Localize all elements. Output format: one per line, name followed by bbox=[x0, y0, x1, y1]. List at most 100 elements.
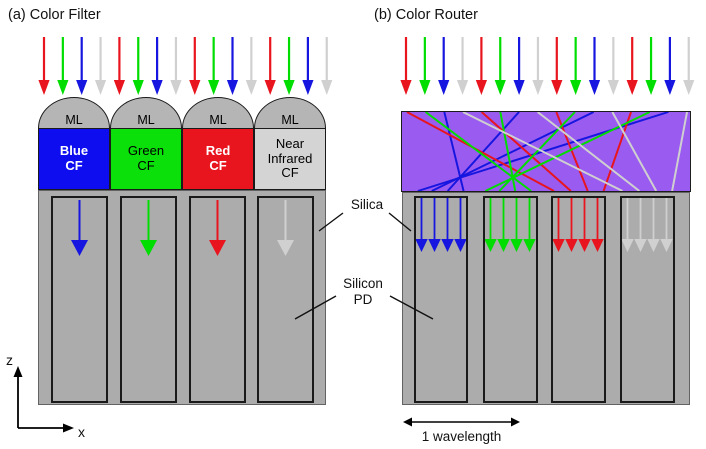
gray-light-arrow-head bbox=[94, 80, 107, 95]
pd-arrow-canvas bbox=[416, 198, 466, 252]
gray-ray bbox=[611, 112, 658, 191]
pd-arrow-canvas bbox=[209, 200, 226, 256]
red-routed-arrow-head bbox=[578, 239, 591, 252]
green-light-arrow-head bbox=[570, 80, 582, 95]
gray-light-arrow-head bbox=[607, 80, 619, 95]
red-light-arrow-head bbox=[189, 80, 201, 95]
gray-light-arrow-head bbox=[456, 80, 469, 95]
ml-label: ML bbox=[209, 112, 227, 127]
gray-ray bbox=[671, 112, 688, 191]
x-axis-arrowhead bbox=[63, 423, 74, 433]
silicon-pd-label: Silicon PD bbox=[343, 276, 383, 307]
gray-filtered-arrow-head bbox=[277, 240, 294, 256]
pd-arrow-canvas bbox=[140, 200, 157, 256]
red-light-arrow-head bbox=[113, 80, 125, 95]
green-light-arrow-head bbox=[494, 80, 506, 95]
silica-label: Silica bbox=[350, 197, 384, 212]
green-light-arrow-head bbox=[645, 80, 657, 95]
color-router-layer bbox=[401, 111, 691, 192]
photodiode-left-2 bbox=[120, 196, 177, 403]
ml-label: ML bbox=[65, 112, 83, 127]
pd-arrow-canvas bbox=[622, 198, 673, 252]
red-ray bbox=[602, 112, 632, 191]
gray-routed-arrow-head bbox=[647, 239, 660, 252]
ml-label: ML bbox=[281, 112, 299, 127]
photodiode-left-3 bbox=[189, 196, 246, 403]
gray-light-arrow-head bbox=[321, 80, 333, 95]
gray-routed-arrow-head bbox=[634, 239, 647, 252]
blue-light-arrow-head bbox=[151, 80, 163, 95]
incident-light-arrows-left bbox=[38, 37, 333, 95]
green-ray bbox=[425, 112, 532, 191]
red-light-arrow-head bbox=[400, 80, 412, 95]
gray-light-arrow-head bbox=[532, 80, 544, 95]
red-ray bbox=[555, 112, 589, 191]
red-ray bbox=[406, 112, 555, 191]
wavelength-scale-arrow bbox=[403, 417, 520, 427]
red-light-arrow-head bbox=[264, 80, 276, 95]
z-axis-label: z bbox=[6, 352, 13, 368]
silica-block-left bbox=[38, 190, 326, 405]
green-light-arrow-head bbox=[208, 80, 220, 95]
blue-light-arrow-head bbox=[438, 80, 450, 95]
z-axis-arrowhead bbox=[13, 366, 23, 377]
photodiode-right-4 bbox=[620, 196, 675, 403]
microlens-1: ML bbox=[38, 97, 110, 128]
ml-label: ML bbox=[137, 112, 155, 127]
blue-light-arrow-head bbox=[226, 80, 239, 95]
router-rays-canvas bbox=[406, 112, 688, 191]
blue-light-arrow-head bbox=[664, 80, 676, 95]
red-ray bbox=[480, 112, 572, 191]
green-light-arrow-head bbox=[419, 80, 431, 95]
wavelength-arrowhead-left bbox=[403, 417, 412, 427]
red-light-arrow-head bbox=[38, 80, 50, 95]
microlens-3: ML bbox=[182, 97, 254, 128]
green-routed-arrow-head bbox=[523, 239, 536, 252]
gray-routed-arrow-head bbox=[622, 239, 634, 252]
gray-ray bbox=[462, 112, 623, 191]
wavelength-arrowhead-right bbox=[511, 417, 520, 427]
blue-routed-arrow-head bbox=[454, 239, 466, 252]
color-filter-blue: Blue CF bbox=[38, 128, 110, 190]
wavelength-label: 1 wavelength bbox=[421, 429, 502, 444]
x-axis-label: x bbox=[78, 424, 85, 440]
blue-light-arrow-head bbox=[588, 80, 601, 95]
green-light-arrow-head bbox=[283, 80, 295, 95]
red-routed-arrow-head bbox=[553, 239, 565, 252]
green-routed-arrow-head bbox=[485, 239, 497, 252]
red-light-arrow-head bbox=[551, 80, 563, 95]
microlens-2: ML bbox=[110, 97, 182, 128]
gray-ray bbox=[537, 112, 640, 191]
blue-light-arrow-head bbox=[302, 80, 314, 95]
pd-arrow-canvas bbox=[485, 198, 536, 252]
red-filtered-arrow-head bbox=[209, 240, 226, 256]
photodiode-left-1 bbox=[51, 196, 108, 403]
gray-light-arrow-head bbox=[683, 80, 695, 95]
green-light-arrow-head bbox=[132, 80, 144, 95]
color-filter-near-infrared: Near Infrared CF bbox=[254, 128, 326, 190]
photodiode-right-1 bbox=[414, 196, 468, 403]
blue-routed-arrow-head bbox=[416, 239, 428, 252]
incident-light-arrows-right bbox=[400, 37, 695, 95]
pd-arrow-canvas bbox=[553, 198, 604, 252]
silica-block-right bbox=[402, 192, 690, 405]
blue-filtered-arrow-head bbox=[71, 240, 88, 256]
green-filtered-arrow-head bbox=[140, 240, 157, 256]
gray-light-arrow-head bbox=[245, 80, 257, 95]
pd-arrow-canvas bbox=[277, 200, 294, 256]
panel-a-title: (a) Color Filter bbox=[8, 7, 101, 23]
microlens-4: ML bbox=[254, 97, 326, 128]
red-routed-arrow-head bbox=[565, 239, 578, 252]
red-routed-arrow-head bbox=[591, 239, 604, 252]
photodiode-right-2 bbox=[483, 196, 538, 403]
blue-routed-arrow-head bbox=[441, 239, 454, 252]
blue-light-arrow-head bbox=[513, 80, 525, 95]
green-light-arrow-head bbox=[57, 80, 69, 95]
color-filter-red: Red CF bbox=[182, 128, 254, 190]
gray-light-arrow-head bbox=[170, 80, 182, 95]
green-routed-arrow-head bbox=[497, 239, 510, 252]
photodiode-left-4 bbox=[257, 196, 314, 403]
green-ray bbox=[484, 112, 651, 191]
blue-light-arrow-head bbox=[76, 80, 88, 95]
